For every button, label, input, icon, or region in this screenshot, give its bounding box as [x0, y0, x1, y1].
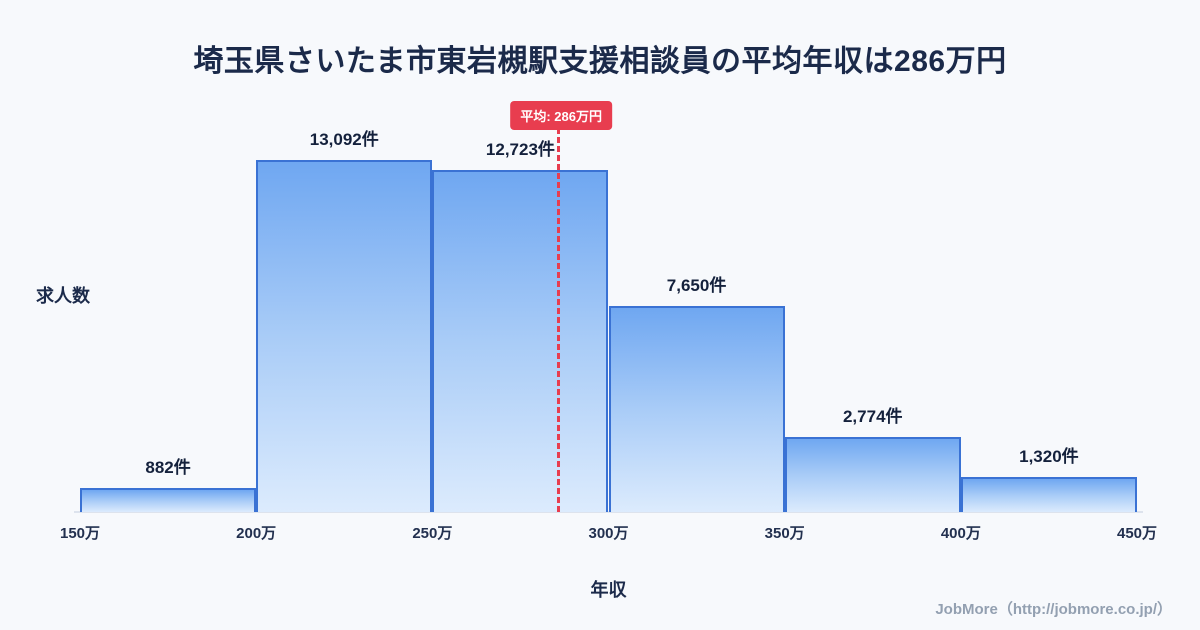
x-tick-label: 300万: [588, 525, 629, 542]
y-axis-label: 求人数: [36, 286, 90, 306]
x-axis-line: [74, 511, 1143, 513]
bar-value-label: 12,723件: [485, 139, 555, 159]
average-badge: 平均: 286万円: [510, 101, 612, 130]
x-tick-label: 350万: [764, 525, 805, 542]
x-tick-label: 250万: [412, 525, 453, 542]
plot-area: 882件 13,092件 12,723件 7,650件 2,774件 1,320件 平均:…: [74, 100, 1143, 513]
x-tick-label: 200万: [236, 525, 277, 542]
average-line: 平均: 286万円: [510, 101, 612, 512]
x-axis-label: 年収: [590, 580, 627, 600]
histogram-bar: [960, 476, 1137, 512]
bar-value-label: 882件: [145, 458, 191, 478]
histogram-bar: [784, 437, 961, 512]
histogram-bar: [80, 488, 257, 512]
bar-value-label: 1,320件: [1019, 446, 1079, 466]
bar-value-label: 2,774件: [842, 407, 903, 427]
x-tick-label: 150万: [59, 525, 101, 542]
histogram-bar: [608, 306, 785, 512]
bar-value-label: 13,092件: [309, 130, 379, 149]
x-tick-label: 450万: [1116, 525, 1158, 542]
histogram-bar: [256, 160, 433, 512]
chart-title: 埼玉県さいたま市東岩槻駅支援相談員の平均年収は286万円: [193, 45, 1007, 78]
bar-value-label: 7,650件: [666, 276, 727, 296]
histogram-bar: [432, 169, 609, 512]
x-axis-ticks: 150万 200万 250万 300万 350万 400万 450万: [60, 522, 1157, 542]
x-tick-label: 400万: [940, 525, 981, 542]
footer-credit: JobMore（http://jobmore.co.jp/）: [935, 601, 1172, 618]
